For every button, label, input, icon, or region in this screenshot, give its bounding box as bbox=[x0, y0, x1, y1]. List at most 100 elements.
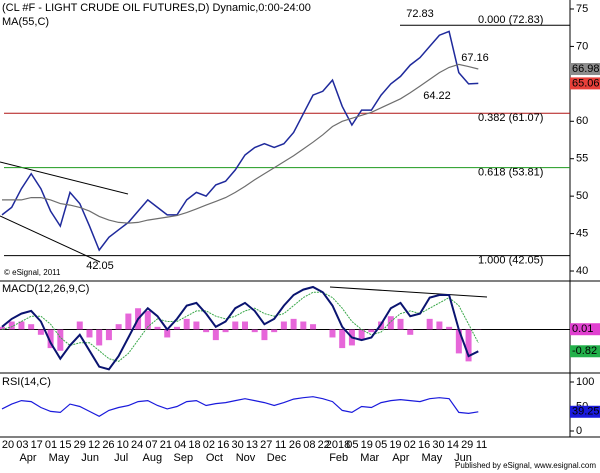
x-day-label: 04 bbox=[174, 439, 186, 451]
panel-title: MACD(12,26,9,C) bbox=[2, 283, 89, 295]
y-tick-label: 50 bbox=[576, 190, 588, 202]
histogram-bar bbox=[339, 329, 346, 349]
x-day-label: 05 bbox=[346, 439, 358, 451]
x-day-label: 2018 bbox=[326, 439, 350, 451]
series-line bbox=[1, 30, 479, 252]
x-day-label: 19 bbox=[361, 439, 373, 451]
fib-label: 0.382 (61.07) bbox=[478, 112, 543, 124]
annotation: 67.16 bbox=[461, 52, 489, 64]
y-tick-label: 60 bbox=[576, 115, 588, 127]
histogram-bar bbox=[125, 313, 132, 330]
x-day-label: 30 bbox=[231, 439, 243, 451]
x-day-label: 27 bbox=[260, 439, 272, 451]
y-tick-label: 70 bbox=[576, 40, 588, 52]
value-box bbox=[570, 77, 600, 90]
copyright: © eSignal, 2011 bbox=[4, 268, 61, 277]
trend-line bbox=[329, 286, 488, 298]
histogram-bar bbox=[203, 329, 210, 333]
histogram-bar bbox=[368, 329, 375, 333]
x-day-label: 24 bbox=[131, 439, 143, 451]
histogram-bar bbox=[86, 329, 93, 338]
histogram-bar bbox=[446, 326, 453, 330]
x-day-label: 03 bbox=[16, 439, 28, 451]
x-day-label: 16 bbox=[217, 439, 229, 451]
x-month-label: Nov bbox=[236, 452, 256, 464]
x-month-label: Mar bbox=[360, 452, 379, 464]
x-day-label: 01 bbox=[45, 439, 57, 451]
x-day-label: 10 bbox=[117, 439, 129, 451]
histogram-bar bbox=[0, 326, 5, 330]
y-tick-label: 45 bbox=[576, 227, 588, 239]
x-day-label: 05 bbox=[375, 439, 387, 451]
x-day-label: 08 bbox=[303, 439, 315, 451]
histogram-bar bbox=[18, 321, 25, 330]
series-line bbox=[2, 63, 479, 224]
macd-line bbox=[1, 285, 479, 371]
x-day-label: 11 bbox=[275, 439, 286, 451]
annotation: 64.22 bbox=[423, 90, 451, 102]
histogram-bar bbox=[290, 318, 297, 330]
value-box-label: 66.98 bbox=[572, 63, 600, 75]
x-day-label: 29 bbox=[461, 439, 473, 451]
x-day-label: 16 bbox=[418, 439, 430, 451]
value-box bbox=[570, 345, 600, 358]
x-day-label: 12 bbox=[88, 439, 100, 451]
x-day-label: 02 bbox=[404, 439, 416, 451]
histogram-bar bbox=[261, 329, 268, 341]
annotation: 42.05 bbox=[86, 260, 114, 272]
value-box bbox=[570, 63, 600, 76]
x-day-label: 26 bbox=[289, 439, 301, 451]
histogram-bar bbox=[115, 324, 122, 330]
x-day-label: 11 bbox=[476, 439, 487, 451]
value-box-label: 39.25 bbox=[572, 406, 600, 418]
y-tick-label: 40 bbox=[576, 265, 588, 277]
histogram-bar bbox=[105, 329, 112, 341]
histogram-bar bbox=[164, 329, 171, 338]
x-month-label: Jul bbox=[114, 452, 128, 464]
annotation: 72.83 bbox=[406, 8, 434, 20]
x-month-label: Jun bbox=[454, 452, 472, 464]
histogram-bar bbox=[329, 329, 336, 338]
value-box bbox=[570, 323, 600, 336]
chart-title: (CL #F - LIGHT CRUDE OIL FUTURES,D) Dyna… bbox=[2, 2, 311, 14]
value-box-label: 0.01 bbox=[572, 323, 593, 335]
histogram-bar bbox=[193, 321, 200, 330]
histogram-bar bbox=[300, 321, 307, 330]
x-month-label: Jun bbox=[81, 452, 99, 464]
panel-title: RSI(14,C) bbox=[2, 376, 51, 388]
histogram-bar bbox=[57, 329, 64, 351]
fib-label: 0.618 (53.81) bbox=[478, 167, 543, 179]
histogram-bar bbox=[426, 318, 433, 330]
histogram-bar bbox=[280, 321, 287, 330]
histogram-bar bbox=[397, 318, 404, 330]
histogram-bar bbox=[271, 329, 278, 333]
x-day-label: 29 bbox=[74, 439, 86, 451]
histogram-bar bbox=[455, 329, 462, 354]
histogram-bar bbox=[232, 321, 239, 330]
histogram-bar bbox=[222, 329, 229, 333]
histogram-bar bbox=[154, 326, 161, 330]
x-day-label: 14 bbox=[447, 439, 459, 451]
histogram-bar bbox=[242, 321, 248, 330]
x-day-label: 19 bbox=[389, 439, 401, 451]
histogram-bar bbox=[183, 318, 190, 330]
x-month-label: Apr bbox=[392, 452, 409, 464]
histogram-bar bbox=[387, 316, 394, 330]
histogram-bar bbox=[47, 329, 54, 349]
x-day-label: 02 bbox=[203, 439, 215, 451]
fib-label: 1.000 (42.05) bbox=[478, 255, 543, 267]
y-tick-label: 0 bbox=[576, 425, 582, 437]
x-day-label: 30 bbox=[432, 439, 444, 451]
histogram-bar bbox=[407, 329, 414, 335]
x-month-label: Sep bbox=[174, 452, 194, 464]
fib-label: 0.000 (72.83) bbox=[478, 14, 543, 26]
histogram-bar bbox=[465, 329, 472, 362]
x-month-label: Dec bbox=[267, 452, 287, 464]
value-box-label: 65.06 bbox=[572, 77, 600, 89]
histogram-bar bbox=[76, 321, 83, 330]
histogram-bar bbox=[212, 329, 219, 341]
histogram-bar bbox=[28, 324, 35, 330]
x-month-label: Aug bbox=[142, 452, 162, 464]
histogram-bar bbox=[173, 326, 180, 330]
